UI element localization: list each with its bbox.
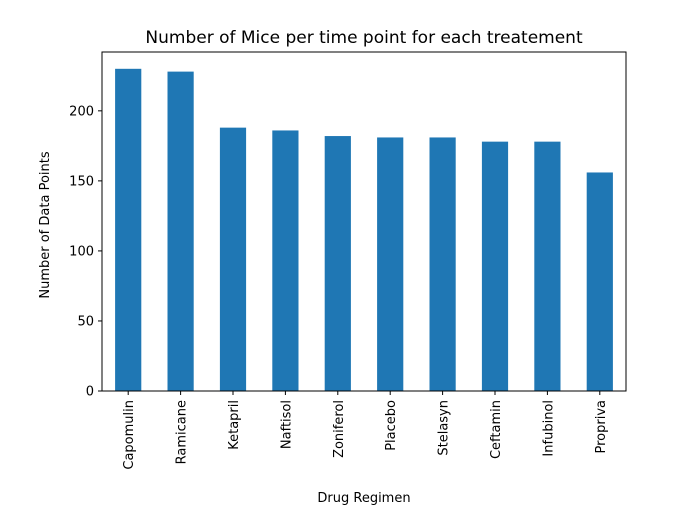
axes-frame [101, 51, 627, 392]
bar-ketapril [219, 127, 247, 391]
x-tick-label: Stelasyn [437, 400, 452, 456]
y-tick-label: 50 [77, 314, 94, 329]
bar-ramicane [167, 71, 194, 392]
x-tick-label: Ramicane [175, 400, 190, 464]
y-tick-label: 0 [86, 385, 94, 400]
bar-naftisol [272, 130, 299, 391]
x-tick-label: Infubinol [541, 400, 556, 457]
y-axis-label: Number of Data Points [38, 151, 53, 298]
bar-ceftamin [481, 141, 509, 391]
bar-propriva [586, 172, 613, 391]
x-tick-label: Placebo [384, 400, 399, 451]
x-tick-label: Capomulin [122, 400, 137, 470]
x-tick-label: Naftisol [279, 400, 294, 449]
x-tick-label: Propriva [594, 400, 609, 454]
y-tick-label: 100 [69, 244, 94, 259]
bar-zoniferol [324, 136, 351, 391]
bar-capomulin [115, 68, 142, 391]
x-axis-label: Drug Regimen [317, 491, 410, 506]
x-tick-label: Ceftamin [489, 400, 504, 459]
bar-infubinol [534, 141, 561, 391]
x-tick-label: Ketapril [227, 400, 242, 450]
y-tick-label: 200 [69, 104, 94, 119]
x-tick-label: Zoniferol [332, 400, 347, 458]
bar-stelasyn [429, 137, 456, 391]
bar-placebo [377, 137, 404, 391]
plot-area: 0 50 100 150 200 Capomulin Ramicane Ketapril Naf… [69, 51, 627, 470]
y-tick-label: 150 [69, 174, 94, 189]
chart-title: Number of Mice per time point for each t… [145, 28, 583, 48]
